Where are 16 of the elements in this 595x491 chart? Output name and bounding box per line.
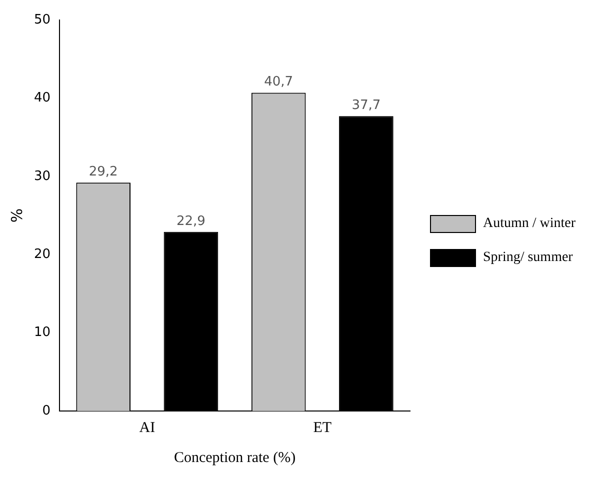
x-axis-title: Conception rate (%) [174,450,296,466]
y-tick-label: 10 [34,325,51,340]
y-axis-title: % [8,208,26,223]
y-tick-label: 30 [34,168,51,184]
legend-label: Spring/ summer [483,250,573,266]
x-tick-label: ET [313,420,332,436]
data-label: 40,7 [264,74,294,90]
data-label: 29,2 [88,164,118,180]
y-tick-label: 50 [34,12,51,28]
y-tick-label: 0 [42,403,51,418]
legend-label: Autumn / winter [483,216,576,232]
data-label: 22,9 [176,214,206,229]
x-tick-label: AI [139,420,156,436]
data-label: 37,7 [352,98,381,114]
y-tick-label: 40 [34,90,51,106]
y-tick-label: 20 [34,246,51,262]
